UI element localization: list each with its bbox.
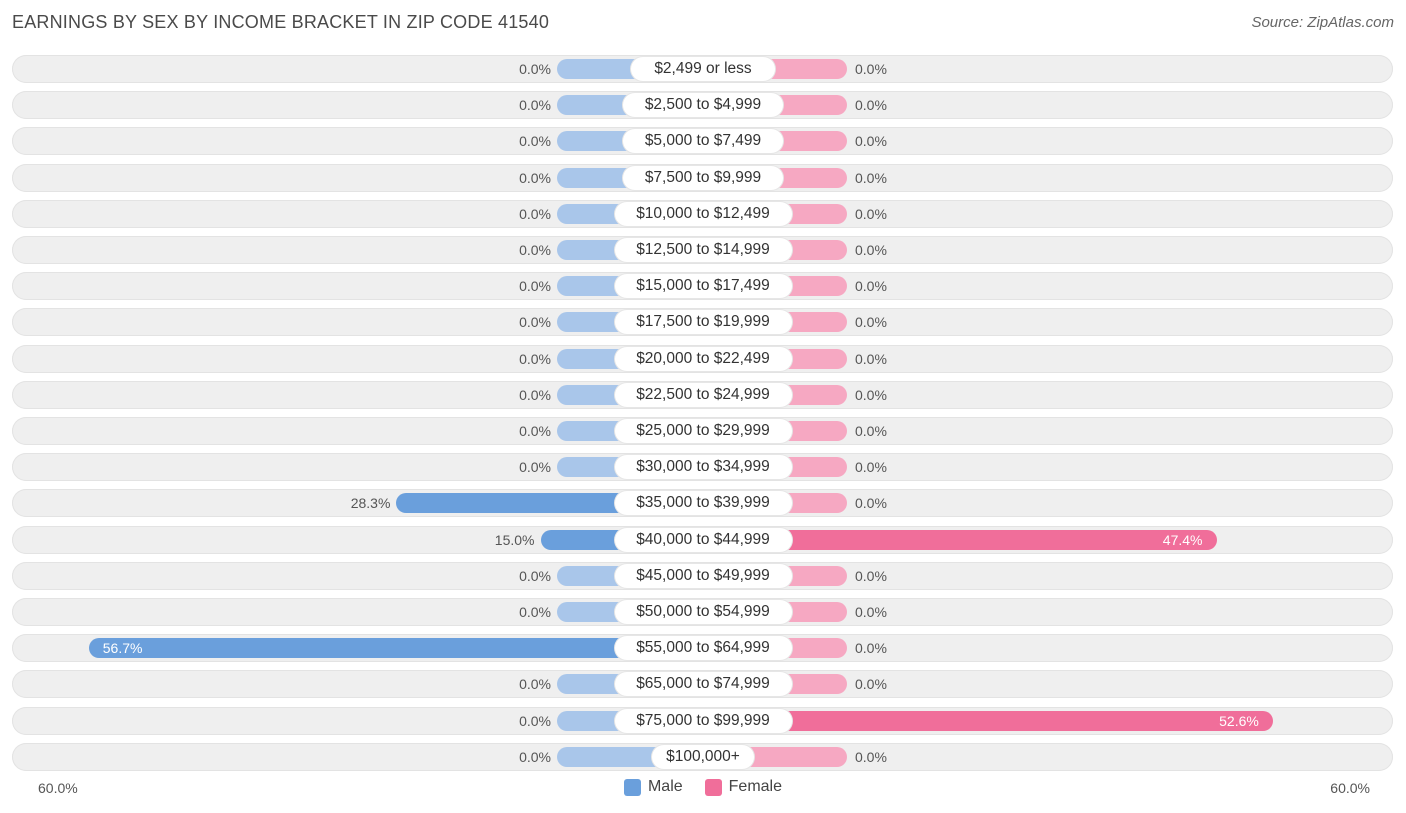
category-label: $10,000 to $12,499 — [614, 201, 792, 226]
legend-item-female[interactable]: Female — [704, 778, 783, 796]
category-label: $5,000 to $7,499 — [623, 129, 783, 154]
female-value-label: 0.0% — [855, 748, 887, 765]
female-value-label: 0.0% — [855, 242, 887, 258]
male-value-label: 0.0% — [519, 712, 551, 729]
male-value-label: 0.0% — [519, 350, 551, 367]
female-value-label: 0.0% — [855, 459, 887, 476]
male-value-label: 0.0% — [519, 314, 551, 331]
female-bar[interactable] — [703, 529, 1217, 550]
category-label: $40,000 to $44,999 — [614, 527, 792, 552]
male-value-label: 0.0% — [519, 423, 551, 439]
legend: Male Female — [0, 778, 1406, 796]
male-value-label: 0.0% — [519, 604, 551, 620]
legend-item-male[interactable]: Male — [623, 778, 683, 796]
category-label: $65,000 to $74,999 — [614, 672, 792, 697]
male-value-label: 0.0% — [519, 169, 551, 186]
female-value-label: 0.0% — [855, 97, 887, 114]
female-value-label: 0.0% — [855, 604, 887, 620]
female-value-label: 0.0% — [855, 133, 887, 150]
legend-swatch-female — [704, 778, 722, 796]
male-value-label: 0.0% — [519, 676, 551, 693]
category-label: $15,000 to $17,499 — [614, 274, 792, 299]
axis-left-label: 60.0% — [38, 780, 78, 796]
category-label: $55,000 to $64,999 — [614, 636, 792, 661]
category-label: $100,000+ — [652, 744, 754, 769]
male-value-label: 0.0% — [519, 97, 551, 114]
chart-title: EARNINGS BY SEX BY INCOME BRACKET IN ZIP… — [12, 12, 550, 32]
female-bar[interactable] — [703, 710, 1273, 731]
male-value-label: 0.0% — [519, 386, 551, 403]
female-value-label: 0.0% — [855, 314, 887, 331]
category-label: $2,500 to $4,999 — [623, 93, 783, 118]
category-label: $30,000 to $34,999 — [614, 455, 792, 480]
legend-swatch-male — [623, 778, 641, 796]
female-value-label: 52.6% — [1219, 712, 1259, 729]
male-value-label: 0.0% — [519, 133, 551, 150]
female-value-label: 0.0% — [855, 423, 887, 439]
male-value-label: 0.0% — [519, 748, 551, 765]
male-value-label: 0.0% — [519, 567, 551, 584]
category-label: $12,500 to $14,999 — [614, 238, 792, 262]
female-value-label: 0.0% — [855, 567, 887, 584]
female-value-label: 0.0% — [855, 640, 887, 657]
chart-source: Source: ZipAtlas.com — [1251, 14, 1394, 31]
category-label: $75,000 to $99,999 — [614, 708, 792, 733]
male-bar[interactable] — [88, 638, 703, 659]
male-value-label: 0.0% — [519, 205, 551, 222]
female-value-label: 0.0% — [855, 61, 887, 77]
category-label: $17,500 to $19,999 — [614, 310, 792, 335]
female-value-label: 0.0% — [855, 169, 887, 186]
female-value-label: 0.0% — [855, 350, 887, 367]
category-label: $50,000 to $54,999 — [614, 600, 792, 624]
male-value-label: 56.7% — [102, 640, 143, 657]
male-value-label: 0.0% — [519, 61, 551, 77]
male-value-label: 28.3% — [350, 495, 391, 512]
female-value-label: 0.0% — [855, 386, 887, 403]
category-label: $22,500 to $24,999 — [614, 382, 792, 407]
category-label: $35,000 to $39,999 — [614, 491, 792, 516]
category-label: $45,000 to $49,999 — [614, 563, 792, 588]
legend-label-male: Male — [647, 778, 683, 795]
category-label: $20,000 to $22,499 — [614, 346, 792, 371]
female-value-label: 47.4% — [1162, 531, 1203, 548]
legend-label-female: Female — [728, 778, 783, 795]
male-value-label: 0.0% — [519, 242, 551, 258]
female-value-label: 0.0% — [855, 676, 887, 693]
category-label: $7,500 to $9,999 — [623, 165, 783, 190]
category-label: $2,499 or less — [631, 57, 775, 81]
female-value-label: 0.0% — [855, 495, 887, 512]
female-value-label: 0.0% — [855, 278, 887, 295]
category-label: $25,000 to $29,999 — [614, 419, 792, 443]
female-value-label: 0.0% — [855, 205, 887, 222]
male-value-label: 15.0% — [494, 531, 535, 548]
male-value-label: 0.0% — [519, 278, 551, 295]
axis-right-label: 60.0% — [1330, 780, 1370, 796]
male-value-label: 0.0% — [519, 459, 551, 476]
